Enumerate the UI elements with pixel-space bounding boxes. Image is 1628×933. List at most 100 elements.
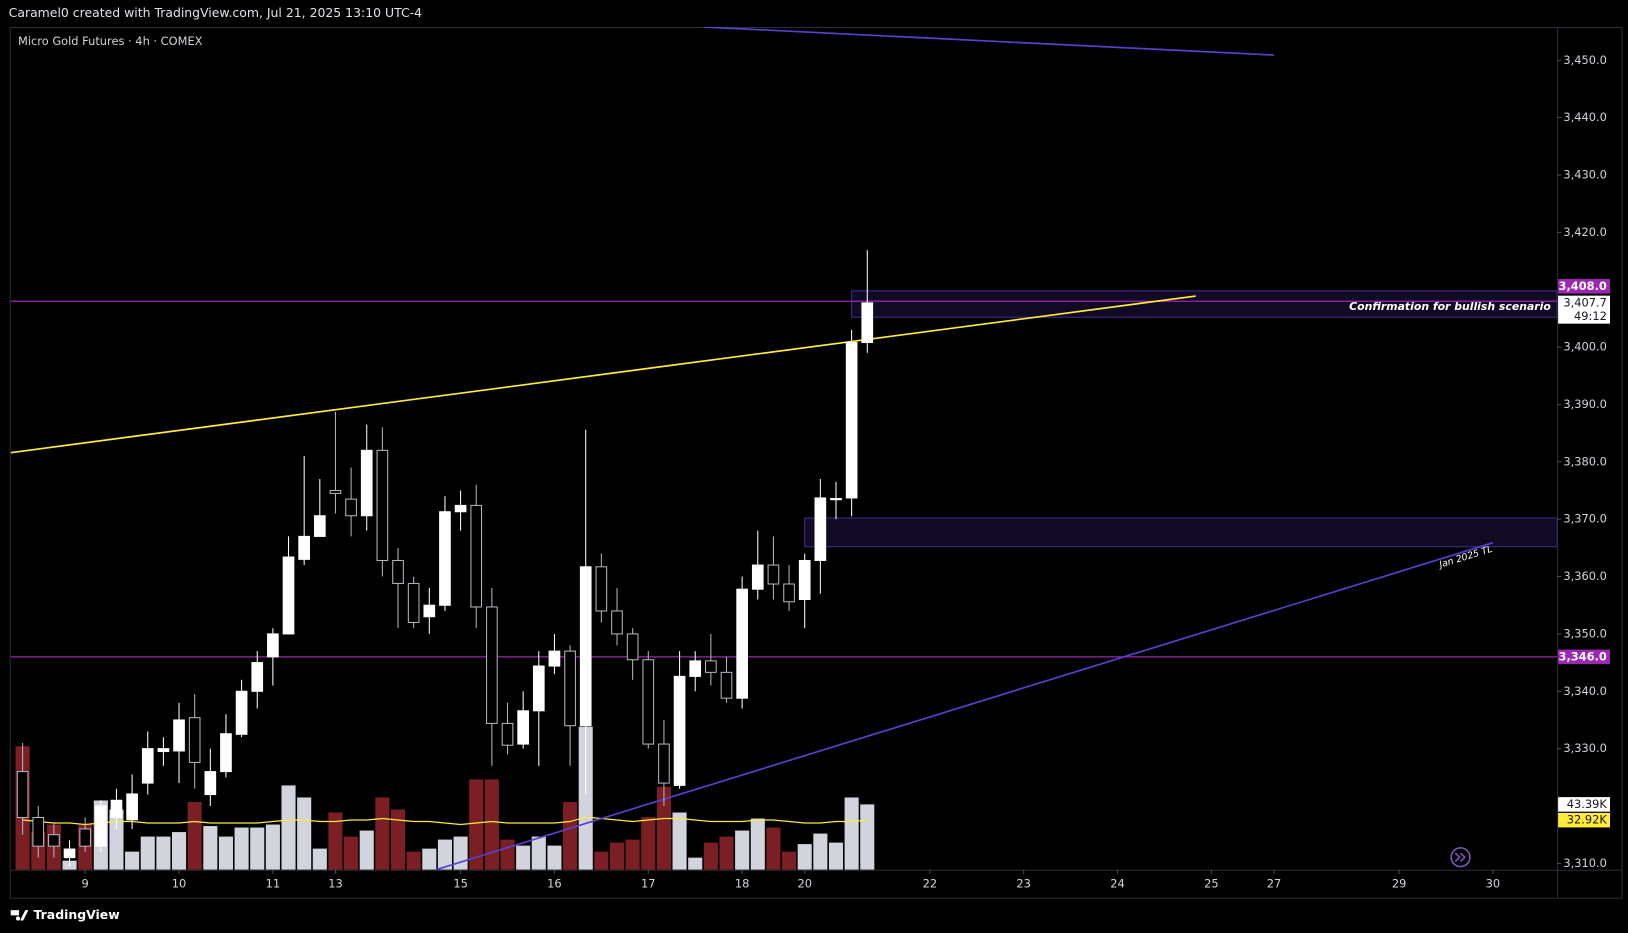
candle-body (360, 449, 373, 517)
x-tick-label: 9 (82, 877, 89, 891)
volume-bar (797, 844, 812, 870)
volume-bar (171, 832, 187, 870)
y-tick-label: 3,390.0 (1563, 397, 1607, 411)
volume-ma-pill (1558, 812, 1611, 828)
header: Caramel0 created with TradingView.com, J… (9, 5, 422, 20)
candle-body (407, 582, 420, 623)
volume-bar (750, 818, 765, 870)
volume-bar (782, 851, 797, 870)
candle-body (595, 566, 608, 612)
footer-brand: TradingView (34, 907, 121, 922)
candle-body (830, 498, 842, 501)
volume-bar (500, 839, 515, 870)
y-tick-label: 3,430.0 (1563, 167, 1607, 181)
candle-body (517, 710, 529, 745)
candle-body (736, 588, 748, 699)
volume-bar (359, 830, 374, 870)
y-tick-label: 3,340.0 (1563, 684, 1607, 698)
volume-bar (516, 845, 531, 870)
volume-ma-pill-label: 32.92K (1567, 813, 1608, 827)
x-tick-label: 27 (1267, 877, 1282, 891)
x-tick-label: 30 (1486, 877, 1501, 891)
y-tick-label: 3,420.0 (1563, 225, 1607, 239)
volume-bar (672, 812, 687, 870)
x-tick-label: 11 (266, 877, 281, 891)
volume-bar (860, 804, 875, 870)
volume-bar (813, 833, 828, 870)
candle-body (689, 660, 702, 677)
candle-body (454, 504, 467, 513)
candle-body (767, 564, 780, 585)
volume-bar (625, 839, 640, 870)
x-tick-label: 17 (641, 877, 656, 891)
x-tick-label: 13 (328, 877, 343, 891)
y-tick-label: 3,350.0 (1563, 626, 1607, 640)
level-pill (1558, 279, 1611, 294)
volume-bar (375, 797, 390, 870)
candle-body (79, 828, 92, 847)
candle-body (94, 805, 107, 847)
volume-bar (735, 830, 750, 870)
volume-bar (547, 845, 562, 870)
volume-bar (422, 848, 437, 870)
volume-bar (484, 779, 499, 870)
volume-bar (250, 827, 265, 870)
candle-body (32, 816, 45, 847)
candle-body (267, 633, 279, 658)
candle-body (564, 650, 576, 727)
volume-bar (109, 809, 124, 870)
volume-bar (453, 836, 468, 870)
candle-body (173, 719, 185, 752)
volume-bar (688, 857, 703, 870)
volume-pill-label: 43.39K (1567, 797, 1608, 811)
x-tick-label: 16 (547, 877, 562, 891)
level-pill-label: 3,408.0 (1559, 279, 1607, 293)
chart-title: Micro Gold Futures · 4h · COMEX (18, 34, 203, 48)
volume-bar (297, 797, 312, 870)
candle-body (439, 511, 451, 606)
volume-bar (828, 842, 844, 870)
frame (9, 26, 1623, 899)
candle-body (188, 717, 201, 763)
zone (851, 290, 1558, 318)
candle-body (141, 748, 154, 784)
replay-icon[interactable] (1450, 847, 1471, 868)
volume-bar (578, 726, 593, 870)
volume-bar (281, 785, 296, 870)
last-price-pill-label: 49:12 (1574, 309, 1607, 323)
volume-bar (234, 827, 249, 870)
candle-body (642, 659, 655, 745)
candle-body (298, 535, 311, 560)
candle-body (658, 743, 670, 784)
volume-bar (656, 786, 671, 870)
volume-bar (469, 779, 484, 870)
candle-body (579, 566, 592, 727)
volume-bar (218, 836, 233, 870)
candle-body (251, 662, 264, 692)
x-tick-label: 25 (1204, 877, 1219, 891)
candle-body (220, 733, 232, 773)
candle-body (470, 504, 483, 608)
y-tick-label: 3,360.0 (1563, 569, 1607, 583)
x-tick-label: 29 (1392, 877, 1407, 891)
y-tick-label: 3,310.0 (1563, 856, 1607, 870)
candle-body (48, 834, 60, 847)
candle-body (392, 559, 404, 584)
volume-bar (437, 839, 452, 870)
last-price-pill-label: 3,407.7 (1563, 295, 1607, 309)
volume-bar (609, 842, 625, 870)
trendline (703, 26, 1275, 56)
candle-body (282, 556, 295, 635)
x-tick-label: 10 (172, 877, 187, 891)
candle-body (501, 722, 514, 746)
volume-bar (766, 827, 781, 870)
candle-body (157, 748, 170, 753)
candle-body (611, 610, 623, 635)
candle-body (751, 564, 764, 590)
y-tick-label: 3,380.0 (1563, 454, 1607, 468)
y-tick-label: 3,370.0 (1563, 512, 1607, 526)
